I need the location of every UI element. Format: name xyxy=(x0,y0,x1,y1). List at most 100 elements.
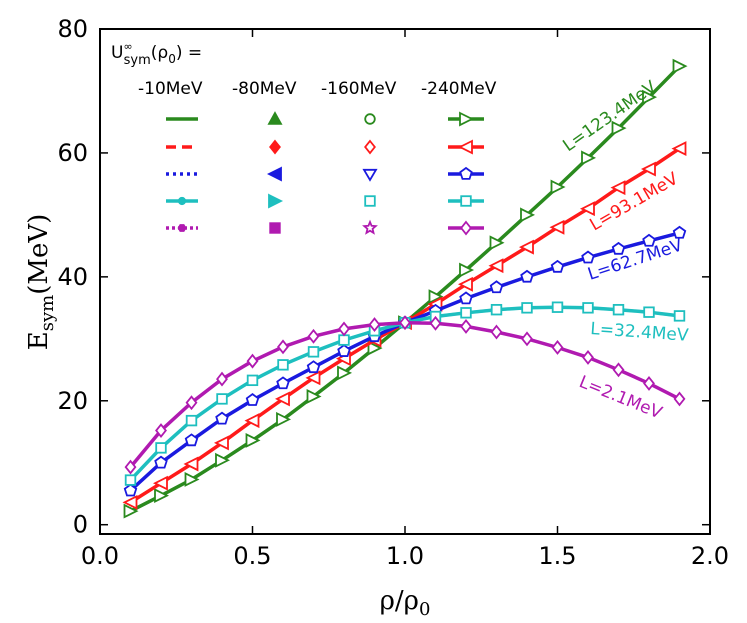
marker-square xyxy=(269,222,281,234)
marker-pentagon xyxy=(123,483,138,497)
marker-diamond xyxy=(582,349,594,365)
marker-tri-left xyxy=(266,166,282,182)
marker-tri-left xyxy=(213,435,229,451)
marker-square xyxy=(338,334,350,346)
marker-square xyxy=(364,195,376,207)
marker-tri-left xyxy=(488,258,504,274)
marker-tri-right xyxy=(215,452,231,468)
marker-square xyxy=(155,442,167,454)
marker-square xyxy=(216,393,228,405)
marker-square xyxy=(307,346,320,358)
x-tick-label: 2.0 xyxy=(691,542,729,570)
marker-tri-right xyxy=(672,58,688,74)
marker-hexagon xyxy=(177,224,187,232)
legend-col-label-2: -80MeV xyxy=(232,79,297,99)
marker-tri-right xyxy=(337,365,353,381)
marker-diamond xyxy=(460,220,472,236)
marker-tri-left xyxy=(640,161,656,177)
marker-diamond xyxy=(521,331,533,347)
x-tick-label: 1.5 xyxy=(538,542,576,570)
legend-col-label-3: -160MeV xyxy=(321,79,397,99)
marker-pentagon xyxy=(459,166,473,180)
marker-diamond xyxy=(673,391,686,407)
marker-pentagon xyxy=(611,241,626,255)
marker-tri-left xyxy=(610,180,626,196)
marker-circle xyxy=(177,196,187,206)
marker-square xyxy=(582,302,594,314)
marker-diamond xyxy=(399,315,411,331)
marker-tri-right xyxy=(550,179,566,195)
marker-tri-right xyxy=(581,150,597,166)
marker-square xyxy=(460,307,472,319)
marker-diamond xyxy=(155,423,167,438)
marker-pentagon xyxy=(550,259,565,273)
marker-diamond xyxy=(612,362,625,378)
marker-tri-left xyxy=(518,239,534,255)
legend-title: U∞ sym(ρ0) = xyxy=(111,40,202,68)
y-tick-label: 20 xyxy=(57,387,88,415)
marker-pentagon xyxy=(581,250,595,264)
marker-square xyxy=(643,306,655,318)
marker-diamond xyxy=(185,395,198,411)
series-layer xyxy=(122,58,688,519)
marker-diamond xyxy=(269,139,281,155)
marker-diamond xyxy=(338,321,350,337)
marker-tri-left xyxy=(274,391,290,407)
marker-diamond xyxy=(246,353,259,369)
marker-pentagon xyxy=(215,411,229,425)
marker-star xyxy=(362,219,378,235)
marker-diamond xyxy=(124,459,137,475)
marker-pentagon xyxy=(276,376,290,390)
marker-pentagon xyxy=(459,291,473,305)
x-axis-title: ρ/ρ0 xyxy=(380,586,431,620)
marker-square xyxy=(673,310,686,322)
marker-square xyxy=(490,303,503,316)
x-tick-label: 0.5 xyxy=(233,542,271,570)
marker-pentagon xyxy=(520,269,534,283)
ticks-layer: 0.0 0.5 1.0 1.5 2.0 0 20 40 60 80 xyxy=(57,15,729,570)
marker-circle xyxy=(364,113,376,125)
marker-pentagon xyxy=(306,360,321,374)
marker-pentagon xyxy=(154,455,168,469)
marker-diamond xyxy=(643,375,655,391)
marker-square xyxy=(551,301,564,313)
marker-tri-left xyxy=(457,139,473,155)
marker-tri-right xyxy=(245,432,261,448)
marker-square xyxy=(124,474,137,486)
marker-diamond xyxy=(490,324,503,340)
y-axis-title: Esym(MeV) xyxy=(24,214,58,351)
marker-tri-right xyxy=(367,340,383,356)
marker-tri-left xyxy=(152,475,168,491)
marker-tri-right xyxy=(520,207,536,223)
marker-square xyxy=(460,195,472,207)
marker-square xyxy=(246,374,259,387)
marker-tri-left xyxy=(244,413,260,429)
marker-tri-right xyxy=(428,289,444,305)
marker-diamond xyxy=(460,318,472,334)
marker-tri-right xyxy=(154,488,170,504)
marker-pentagon xyxy=(337,344,351,357)
marker-diamond xyxy=(277,339,289,355)
marker-tri-right xyxy=(306,388,322,404)
marker-tri-left xyxy=(579,201,595,217)
marker-diamond xyxy=(307,328,320,344)
y-tick-label: 0 xyxy=(73,511,88,539)
marker-tri-left xyxy=(122,494,138,510)
marker-tri-right xyxy=(276,411,292,427)
marker-diamond xyxy=(368,317,381,333)
x-tick-label: 0.0 xyxy=(81,542,119,570)
y-tick-label: 60 xyxy=(57,139,88,167)
marker-tri-left xyxy=(549,219,565,235)
marker-tri-right xyxy=(123,503,139,519)
legend-col-label-1: -10MeV xyxy=(138,79,203,99)
marker-tri-right xyxy=(642,89,658,105)
marker-tri-right xyxy=(268,193,284,209)
marker-diamond xyxy=(364,139,376,155)
marker-square xyxy=(612,303,625,316)
marker-pentagon xyxy=(672,225,687,239)
marker-square xyxy=(185,414,198,427)
marker-diamond xyxy=(429,315,442,331)
series-5 xyxy=(124,315,686,475)
marker-tri-right xyxy=(184,472,200,487)
